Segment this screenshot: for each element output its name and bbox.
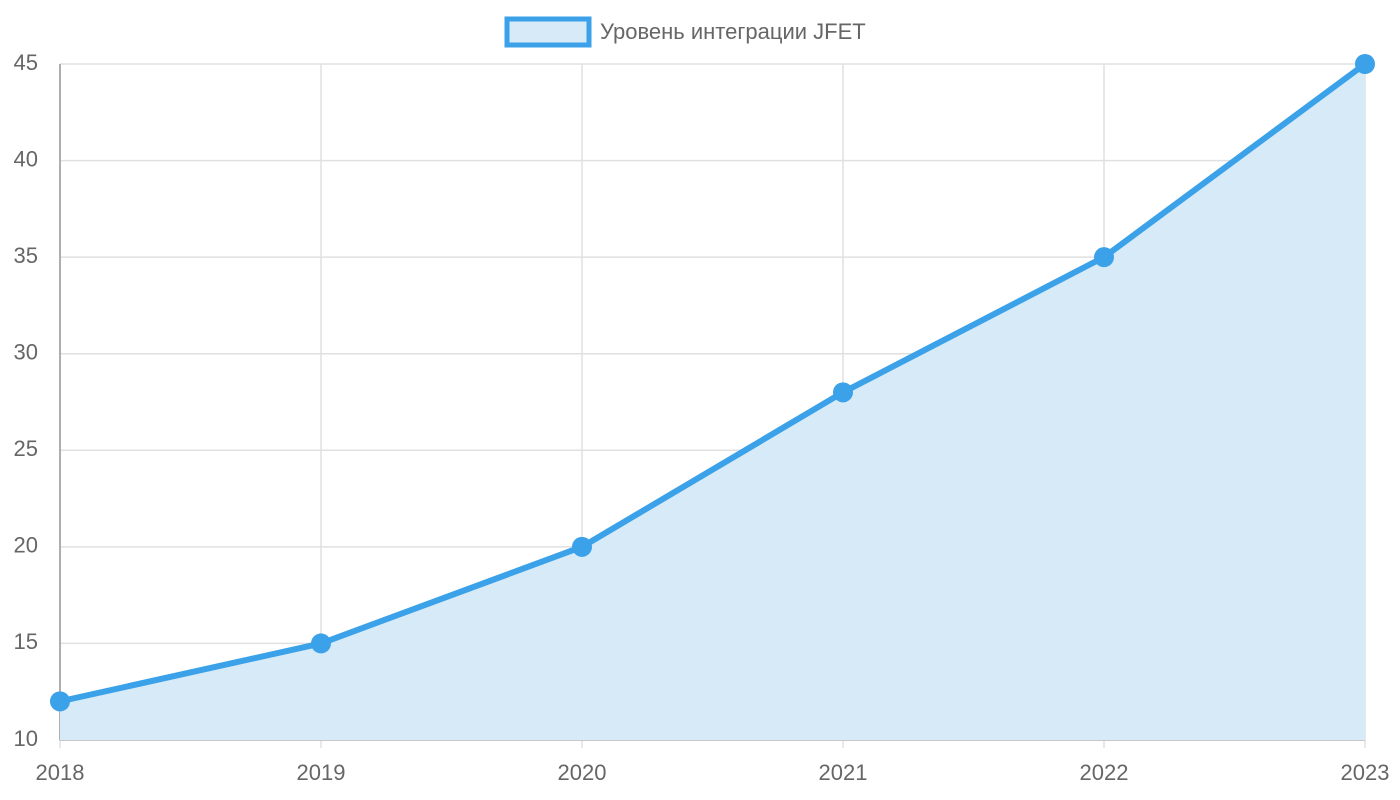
y-tick-label: 30 bbox=[14, 340, 38, 365]
y-tick-label: 15 bbox=[14, 629, 38, 654]
x-tick-label: 2019 bbox=[297, 760, 346, 785]
line bbox=[59, 61, 1367, 705]
y-tick-label: 10 bbox=[14, 726, 38, 751]
x-tick-label: 2021 bbox=[819, 760, 868, 785]
area bbox=[60, 64, 1365, 740]
x-tick-label: 2020 bbox=[558, 760, 607, 785]
point bbox=[572, 536, 592, 557]
point bbox=[1094, 247, 1114, 268]
legend-swatch bbox=[504, 16, 592, 48]
y-tick-label: 40 bbox=[14, 146, 38, 171]
y-tick-label: 25 bbox=[14, 436, 38, 461]
x-tick-label: 2022 bbox=[1080, 760, 1129, 785]
x-tick-label: 2023 bbox=[1341, 760, 1390, 785]
legend-label: Уровень интеграции JFET bbox=[600, 19, 866, 44]
point bbox=[833, 382, 853, 403]
point bbox=[311, 633, 331, 654]
point bbox=[50, 691, 70, 712]
y-tick-label: 35 bbox=[14, 243, 38, 268]
point bbox=[1355, 54, 1375, 74]
y-tick-label: 45 bbox=[14, 50, 38, 75]
x-tick-label: 2018 bbox=[36, 760, 85, 785]
y-tick-label: 20 bbox=[14, 533, 38, 558]
